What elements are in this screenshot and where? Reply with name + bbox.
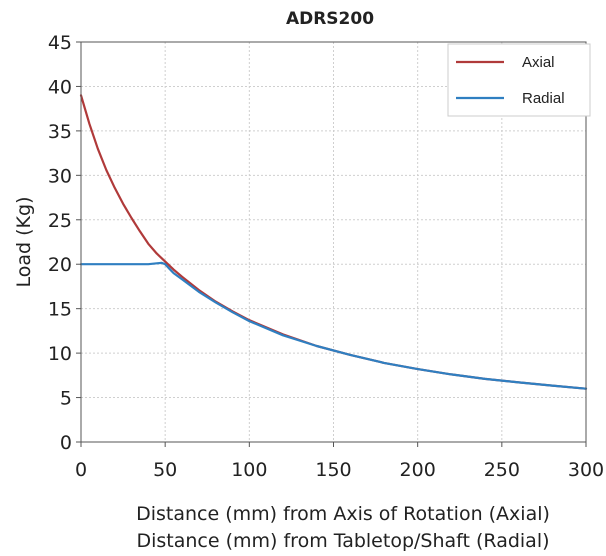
x-tick-label: 0 <box>75 459 87 481</box>
series-line-radial <box>79 261 588 390</box>
legend-label-axial: Axial <box>522 54 555 71</box>
y-tick-label: 40 <box>48 76 72 98</box>
x-tick-label: 150 <box>315 459 351 481</box>
y-tick-label: 15 <box>48 299 72 321</box>
x-axis-label: Distance (mm) from Axis of Rotation (Axi… <box>136 503 550 525</box>
x-tick-label: 50 <box>153 459 177 481</box>
x-tick-label: 250 <box>484 459 520 481</box>
y-tick-label: 25 <box>48 210 72 232</box>
y-tick-label: 30 <box>48 165 72 187</box>
y-tick-label: 20 <box>48 254 72 276</box>
x-tick-label: 100 <box>231 459 267 481</box>
legend-box <box>447 43 591 117</box>
series-layer <box>79 94 588 390</box>
chart-title: ADRS200 <box>286 9 374 29</box>
x-tick-label: 200 <box>400 459 436 481</box>
y-axis-label: Load (Kg) <box>13 197 35 288</box>
x-tick-label: 300 <box>568 459 604 481</box>
y-tick-label: 0 <box>60 432 72 454</box>
y-tick-label: 10 <box>48 343 72 365</box>
legend-label-radial: Radial <box>522 90 565 107</box>
x-axis-label-line2: Distance (mm) from Tabletop/Shaft (Radia… <box>136 530 549 552</box>
y-tick-label: 45 <box>48 32 72 54</box>
y-tick-label: 35 <box>48 121 72 143</box>
y-tick-label: 5 <box>60 388 72 410</box>
legend: Axial Radial <box>447 43 591 117</box>
tick-layer: 0 50 100 150 200 250 300 0 5 10 15 20 25 30 35 40 45 <box>48 32 604 481</box>
